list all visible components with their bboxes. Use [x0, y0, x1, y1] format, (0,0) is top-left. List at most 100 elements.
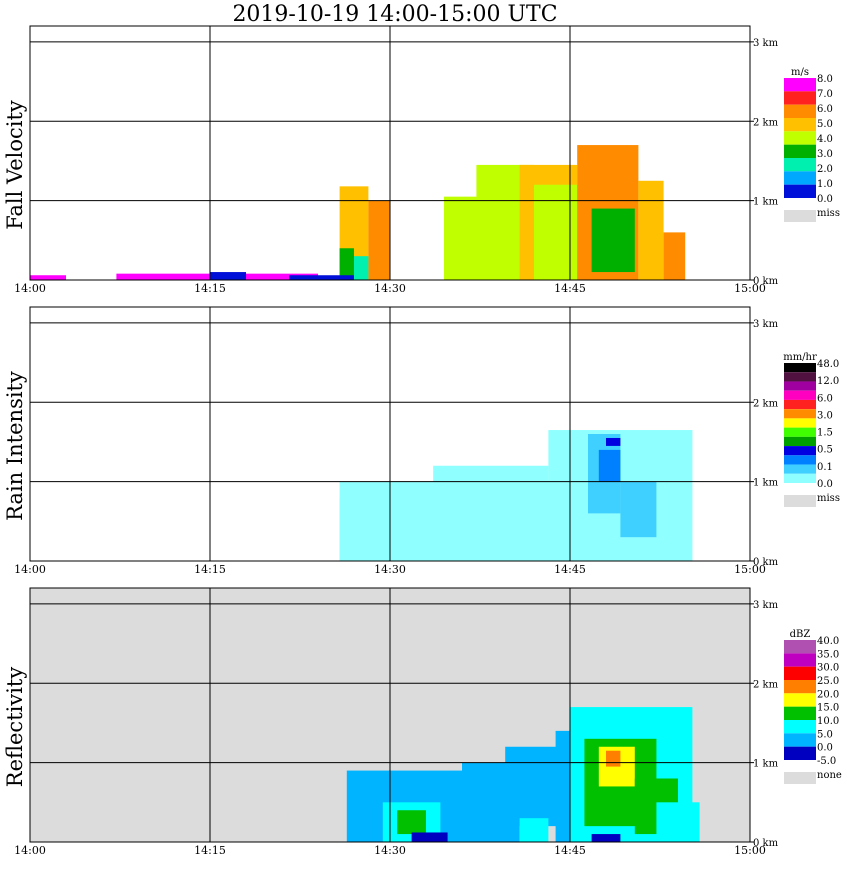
- y-tick-label: 0 km: [753, 838, 779, 849]
- x-tick-label: 14:00: [14, 563, 46, 576]
- colorbar-swatch: [784, 78, 816, 92]
- colorbar-label: 1.0: [817, 179, 833, 190]
- echo-cell: [289, 275, 354, 280]
- y-tick-label: 0 km: [753, 276, 779, 287]
- colorbar-swatch: [784, 144, 816, 158]
- colorbar-label: 20.0: [817, 689, 839, 700]
- plot-frame: [29, 587, 751, 843]
- colorbar-label: 0.0: [817, 479, 833, 490]
- colorbar-missing-label: miss: [817, 208, 840, 219]
- echo-cell: [30, 275, 66, 280]
- rain-intensity-ylabel: Rain Intensity: [3, 371, 27, 521]
- y-tick-label: 3 km: [753, 38, 779, 49]
- echo-cell: [598, 449, 621, 482]
- y-tick-label: 3 km: [753, 600, 779, 611]
- colorbar-label: 25.0: [817, 676, 839, 687]
- x-tick-label: 14:45: [554, 563, 586, 576]
- colorbar-swatch: [784, 455, 816, 465]
- fall-velocity-ylabel-box: Fall Velocity: [2, 24, 28, 306]
- rain-intensity-ylabel-box: Rain Intensity: [2, 305, 28, 587]
- colorbar-swatch: [784, 171, 816, 185]
- colorbar-swatch: [784, 184, 816, 198]
- x-tick-label: 14:00: [14, 282, 46, 295]
- colorbar-swatch: [784, 436, 816, 447]
- colorbar-swatch: [784, 640, 816, 654]
- colorbar-unit: mm/hr: [783, 352, 817, 363]
- colorbar-swatch: [784, 746, 816, 760]
- reflectivity-panel: Reflectivity 14:00 14:15 14:30 14:45 15:00 0 …: [0, 586, 850, 868]
- echo-cell: [606, 750, 621, 767]
- colorbar-missing-label: miss: [817, 493, 840, 504]
- x-tick-label: 15:00: [734, 844, 766, 857]
- colorbar-swatch: [784, 131, 816, 145]
- colorbar-swatch: [784, 427, 816, 437]
- echo-cell: [397, 810, 426, 835]
- colorbar-label: 0.0: [817, 194, 833, 205]
- echo-cell: [656, 802, 700, 842]
- colorbar-label: 6.0: [817, 104, 833, 115]
- y-tick-label: 3 km: [753, 319, 779, 330]
- colorbar-missing-swatch: [784, 772, 816, 784]
- rain-intensity-plot: 14:00 14:15 14:30 14:45 15:000 km 1 km 2 km 3 k…: [14, 306, 840, 576]
- colorbar-swatch: [784, 409, 816, 419]
- colorbar-unit: dBZ: [790, 629, 811, 640]
- x-tick-label: 15:00: [734, 282, 766, 295]
- y-tick-label: 1 km: [753, 759, 779, 770]
- colorbar-swatch: [784, 733, 816, 747]
- colorbar-swatch: [784, 381, 816, 391]
- colorbar-label: 5.0: [817, 119, 833, 130]
- colorbar-label: 0.0: [817, 743, 833, 754]
- colorbar-label: 35.0: [817, 649, 839, 660]
- x-tick-label: 14:15: [194, 844, 226, 857]
- x-tick-label: 14:30: [374, 844, 406, 857]
- colorbar-swatch: [784, 91, 816, 105]
- echo-cell: [519, 818, 549, 842]
- colorbar-label: 4.0: [817, 134, 833, 145]
- colorbar-swatch: [784, 666, 816, 680]
- colorbar-swatch: [784, 399, 816, 410]
- echo-cell: [591, 208, 635, 273]
- colorbar-swatch: [784, 653, 816, 667]
- colorbar-label: 10.0: [817, 716, 839, 727]
- colorbar-label: 40.0: [817, 636, 839, 647]
- colorbar-swatch: [784, 446, 816, 456]
- echo-cell: [210, 272, 246, 280]
- echo-cell: [368, 200, 390, 280]
- x-tick-label: 14:00: [14, 844, 46, 857]
- colorbar-swatch: [784, 158, 816, 172]
- echo-cell: [339, 248, 354, 280]
- colorbar-swatch: [784, 720, 816, 734]
- x-tick-label: 14:30: [374, 563, 406, 576]
- echo-cell: [354, 256, 369, 280]
- colorbar-label: -5.0: [817, 756, 836, 767]
- colorbar-unit: m/s: [791, 67, 809, 78]
- colorbar-swatch: [784, 390, 816, 400]
- y-tick-label: 2 km: [753, 117, 779, 128]
- colorbar-swatch: [784, 418, 816, 428]
- colorbar-swatch: [784, 706, 816, 720]
- x-tick-label: 14:15: [194, 563, 226, 576]
- colorbar-swatch: [784, 104, 816, 118]
- colorbar-label: 1.5: [817, 428, 833, 439]
- x-tick-label: 14:45: [554, 282, 586, 295]
- rain-intensity-panel: Rain Intensity 14:00 14:15 14:30 14:45 15:00…: [0, 305, 850, 587]
- plot-frame: [29, 25, 751, 281]
- echo-cell: [447, 513, 470, 546]
- colorbar-label: 6.0: [817, 393, 833, 404]
- echo-cell: [663, 232, 686, 280]
- colorbar-missing-swatch: [784, 210, 816, 222]
- echo-cell: [620, 481, 657, 538]
- reflectivity-plot: 14:00 14:15 14:30 14:45 15:000 km 1 km 2 km 3 k…: [14, 587, 842, 857]
- fall-velocity-plot: 14:00 14:15 14:30 14:45 15:000 km 1 km 2 km 3 k…: [14, 25, 840, 295]
- colorbar-label: 5.0: [817, 729, 833, 740]
- x-tick-label: 15:00: [734, 563, 766, 576]
- colorbar-swatch: [784, 363, 816, 373]
- y-tick-label: 1 km: [753, 197, 779, 208]
- y-tick-label: 0 km: [753, 557, 779, 568]
- colorbar-label: 30.0: [817, 663, 839, 674]
- reflectivity-ylabel-box: Reflectivity: [2, 586, 28, 868]
- colorbar-missing-label: none: [817, 770, 842, 781]
- echo-cell: [638, 180, 664, 280]
- fall-velocity-ylabel: Fall Velocity: [3, 100, 27, 230]
- colorbar-swatch: [784, 473, 816, 483]
